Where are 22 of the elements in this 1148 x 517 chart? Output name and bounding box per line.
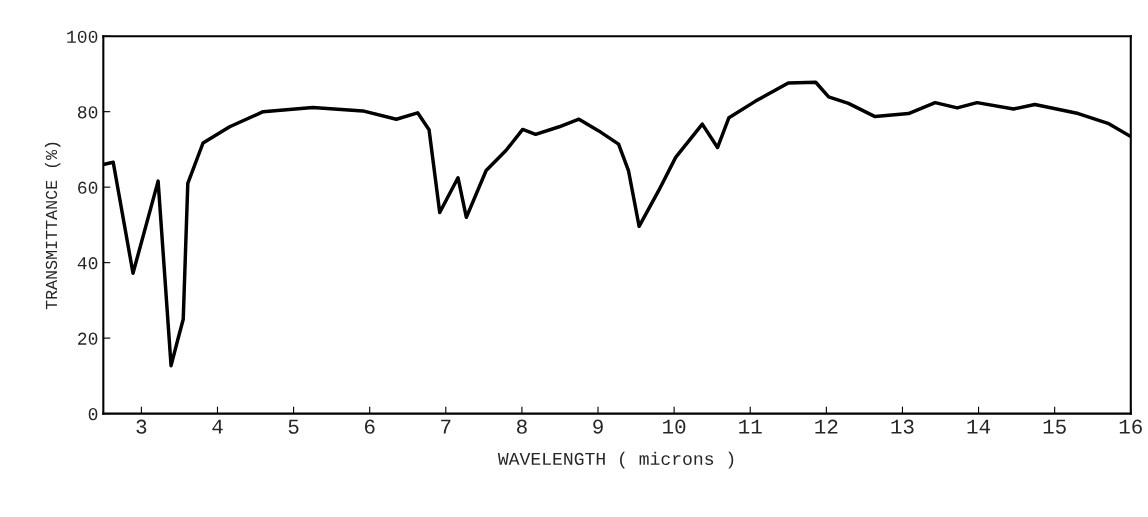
x-tick-label: 8 xyxy=(517,419,527,434)
y-tick-label: 60 xyxy=(78,181,98,194)
y-tick-label: 80 xyxy=(77,106,98,119)
y-tick-label: 0 xyxy=(88,408,98,421)
x-tick-label: 10 xyxy=(663,419,686,434)
y-tick-label: 20 xyxy=(78,332,98,345)
y-tick-label: 100 xyxy=(67,30,98,43)
x-tick-label: 9 xyxy=(593,419,603,434)
x-tick-label: 5 xyxy=(288,419,299,434)
x-tick-label: 14 xyxy=(967,419,991,434)
x-tick-label: 11 xyxy=(739,419,762,434)
x-tick-label: 6 xyxy=(364,419,375,434)
x-tick-label: 13 xyxy=(891,419,914,434)
x-tick-label: 12 xyxy=(815,419,838,434)
x-axis-title: WAVELENGTH ( microns ) xyxy=(497,451,734,469)
x-tick-label: 7 xyxy=(441,419,451,434)
x-tick-label: 4 xyxy=(212,419,223,434)
x-tick-label: 16 xyxy=(1119,419,1142,434)
y-axis-title: TRANSMITTANCE (%) xyxy=(44,142,61,310)
y-tick-label: 40 xyxy=(77,257,98,270)
x-tick-label: 15 xyxy=(1043,419,1066,434)
x-tick-label: 3 xyxy=(136,419,147,434)
